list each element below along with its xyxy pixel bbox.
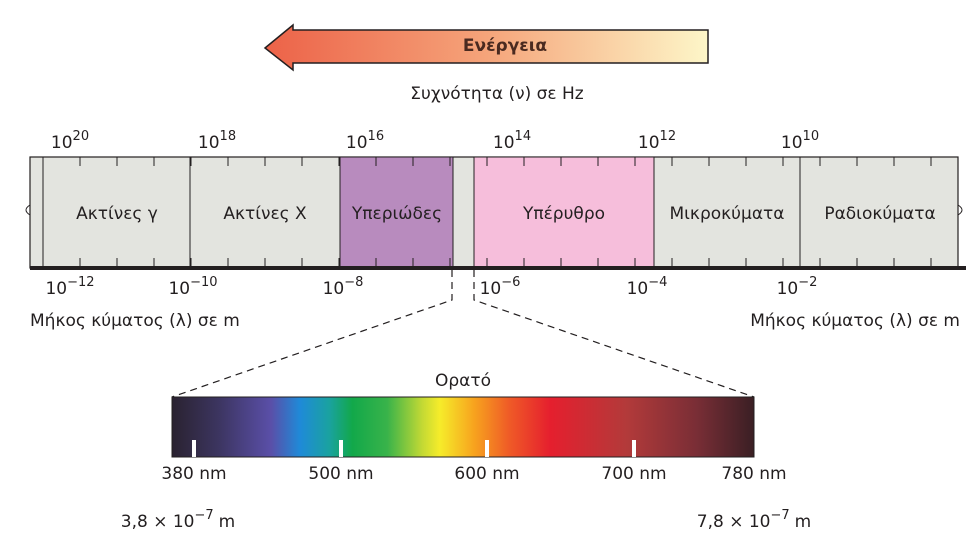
wavelength-label-base: 10 xyxy=(45,279,67,299)
frequency-label: 1012 xyxy=(638,129,676,153)
region-name: Ακτίνες γ xyxy=(76,204,158,224)
ir-region xyxy=(473,156,655,269)
frequency-label-base: 10 xyxy=(51,133,73,153)
wavelength-label-exp: −6 xyxy=(501,275,520,290)
region-name: Ραδιοκύματα xyxy=(824,204,935,224)
visible-ticks xyxy=(192,440,636,457)
frequency-label: 1020 xyxy=(51,129,89,153)
limit-unit: m xyxy=(219,512,236,532)
zoom-lines xyxy=(171,270,755,398)
frequency-label-base: 10 xyxy=(781,133,803,153)
wavelength-label-base: 10 xyxy=(627,279,649,299)
wavelength-label: 10−8 xyxy=(323,275,364,299)
wavelength-label: 10−12 xyxy=(45,275,94,299)
visible-spectrum xyxy=(171,396,755,458)
energy-label: Ενέργεια xyxy=(463,36,547,56)
wavelength-label: 10−2 xyxy=(777,275,818,299)
frequency-label-exp: 18 xyxy=(220,129,237,144)
frequency-label-base: 10 xyxy=(198,133,220,153)
wavelength-label-exp: −12 xyxy=(67,275,94,290)
visible-limit: 3,8 × 10−7 m xyxy=(121,508,235,532)
frequency-label: 1018 xyxy=(198,129,236,153)
wavelength-label-base: 10 xyxy=(480,279,502,299)
limit-mantissa: 7,8 × 10 xyxy=(697,512,771,532)
break-marks xyxy=(25,204,963,216)
frequency-label-base: 10 xyxy=(493,133,515,153)
wavelength-label: 10−4 xyxy=(627,275,668,299)
frequency-label-base: 10 xyxy=(346,133,368,153)
energy-arrow xyxy=(263,23,709,72)
frequency-label-base: 10 xyxy=(638,133,660,153)
frequency-label-exp: 10 xyxy=(803,129,820,144)
region-name: Υπεριώδες xyxy=(351,204,442,224)
wavelength-title-right: Μήκος κύματος (λ) σε m xyxy=(750,311,960,331)
limit-mantissa: 3,8 × 10 xyxy=(121,512,195,532)
wavelength-label-exp: −8 xyxy=(344,275,363,290)
frequency-label-exp: 12 xyxy=(660,129,677,144)
visible-label: 500 nm xyxy=(308,464,373,484)
wavelength-label-exp: −4 xyxy=(648,275,667,290)
visible-label: 600 nm xyxy=(454,464,519,484)
frequency-label: 1010 xyxy=(781,129,819,153)
wavelength-label-base: 10 xyxy=(777,279,799,299)
frequency-label-exp: 14 xyxy=(515,129,532,144)
visible-label: 700 nm xyxy=(601,464,666,484)
frequency-title: Συχνότητα (ν) σε Hz xyxy=(410,84,583,104)
region-name: Μικροκύματα xyxy=(670,204,785,224)
region-name: Ακτίνες X xyxy=(223,204,307,224)
limit-exp: −7 xyxy=(195,508,214,523)
frequency-label: 1016 xyxy=(346,129,384,153)
region-name: Υπέρυθρο xyxy=(522,204,605,224)
wavelength-label: 10−6 xyxy=(480,275,521,299)
visible-label: 780 nm xyxy=(721,464,786,484)
visible-limit: 7,8 × 10−7 m xyxy=(697,508,811,532)
wavelength-label-base: 10 xyxy=(168,279,190,299)
wavelength-label: 10−10 xyxy=(168,275,217,299)
frequency-label-exp: 20 xyxy=(73,129,90,144)
limit-exp: −7 xyxy=(771,508,790,523)
wavelength-label-exp: −2 xyxy=(798,275,817,290)
visible-label: 380 nm xyxy=(161,464,226,484)
visible-title: Ορατό xyxy=(435,371,491,391)
wavelength-label-exp: −10 xyxy=(190,275,217,290)
region-dividers xyxy=(42,157,801,268)
limit-unit: m xyxy=(795,512,812,532)
frequency-label: 1014 xyxy=(493,129,531,153)
scale-ticks xyxy=(42,157,932,268)
wavelength-label-base: 10 xyxy=(323,279,345,299)
wavelength-title-left: Μήκος κύματος (λ) σε m xyxy=(30,311,240,331)
frequency-label-exp: 16 xyxy=(368,129,385,144)
